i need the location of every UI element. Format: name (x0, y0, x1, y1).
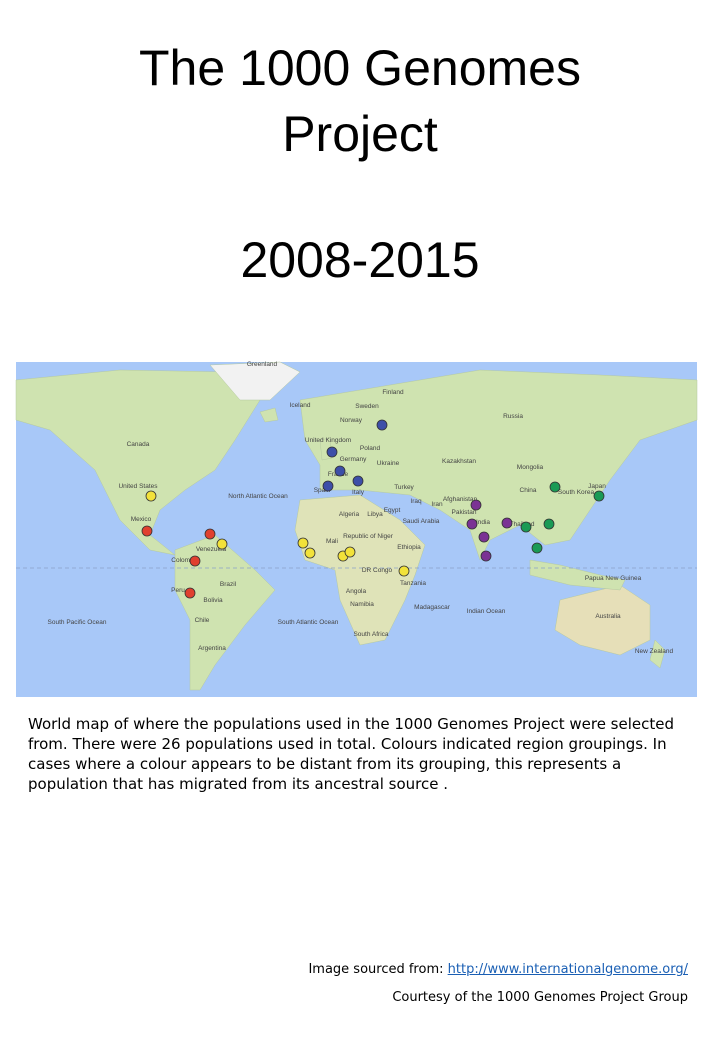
population-dot (478, 531, 490, 543)
population-dot (470, 499, 482, 511)
population-dot (334, 465, 346, 477)
population-dot (141, 525, 153, 537)
map-label: Egypt (384, 507, 401, 514)
map-label: New Zealand (635, 648, 674, 655)
map-label: Japan (588, 483, 606, 490)
map-label: DR Congo (362, 567, 393, 574)
map-label: Russia (503, 413, 523, 420)
title-line: The 1000 Genomes (139, 40, 581, 96)
map-label: North Atlantic Ocean (228, 493, 288, 500)
population-dot (549, 481, 561, 493)
map-label: South Korea (558, 489, 595, 496)
map-label: Madagascar (414, 604, 451, 611)
map-label: Greenland (247, 361, 278, 368)
map-label: Saudi Arabia (403, 518, 440, 525)
map-label: South Atlantic Ocean (278, 619, 339, 626)
population-dot (297, 537, 309, 549)
source-prefix: Image sourced from: (308, 962, 444, 977)
map-label: South Pacific Ocean (48, 619, 107, 626)
title-years: 2008-2015 (240, 232, 480, 288)
map-label: Italy (352, 489, 365, 496)
map-label: Afghanistan (443, 496, 478, 503)
map-label: Angola (346, 588, 367, 595)
population-dot (344, 546, 356, 558)
population-dot (531, 542, 543, 554)
population-dot (466, 518, 478, 530)
land (15, 361, 698, 691)
source-line: Image sourced from: http://www.internati… (308, 962, 688, 977)
map-label: United Kingdom (305, 437, 351, 444)
map-label: United States (118, 483, 158, 490)
map-label: Mongolia (517, 464, 544, 471)
population-dot (543, 518, 555, 530)
map-label: Indian Ocean (467, 608, 506, 615)
map-label: Ukraine (377, 460, 400, 467)
courtesy: Courtesy of the 1000 Genomes Project Gro… (392, 990, 688, 1005)
map-label: Venezuela (196, 546, 227, 553)
map-label: Germany (340, 456, 367, 463)
population-dot (204, 528, 216, 540)
map-label: Tanzania (400, 580, 426, 587)
map-label: Bolivia (203, 597, 223, 604)
map-label: Iceland (290, 402, 311, 409)
population-dot (376, 419, 388, 431)
map-label: Papua New Guinea (585, 575, 642, 582)
map-label: Iraq (410, 498, 422, 505)
population-dot (520, 521, 532, 533)
map-label: Turkey (394, 484, 414, 491)
map-label: China (520, 487, 537, 494)
map-label: Poland (360, 445, 381, 452)
source-link[interactable]: http://www.internationalgenome.org/ (447, 962, 688, 977)
population-dot (352, 475, 364, 487)
map-label: Norway (340, 417, 363, 424)
map-label: Kazakhstan (442, 458, 476, 465)
map-label: Libya (367, 511, 383, 518)
map-label: Iran (431, 501, 443, 508)
population-dot (398, 565, 410, 577)
caption: World map of where the populations used … (28, 715, 675, 793)
title-line: Project (282, 106, 438, 162)
population-dot (184, 587, 196, 599)
population-dot (501, 517, 513, 529)
population-dot (145, 490, 157, 502)
map-label: Ethiopia (397, 544, 421, 551)
map-label: Republic of Niger (343, 533, 394, 540)
map-label: Algeria (339, 511, 360, 518)
population-dot (189, 555, 201, 567)
population-dot (480, 550, 492, 562)
map-label: Peru (171, 587, 185, 594)
map-label: Canada (127, 441, 150, 448)
population-dot (322, 480, 334, 492)
map-label: Chile (195, 617, 210, 624)
map-label: Sweden (355, 403, 379, 410)
population-dot (326, 446, 338, 458)
map-label: Argentina (198, 645, 226, 652)
population-dot (216, 538, 228, 550)
map-label: Namibia (350, 601, 374, 608)
map-label: Pakistan (452, 509, 477, 516)
map-label: Mexico (131, 516, 152, 523)
population-dot (304, 547, 316, 559)
map-label: India (476, 519, 490, 526)
map-label: Spain (314, 487, 331, 494)
map-label: Colombia (171, 557, 199, 564)
map-label: Mali (326, 538, 338, 545)
map-label: Finland (382, 389, 404, 396)
map-label: Brazil (220, 581, 237, 588)
map-label: Australia (595, 613, 621, 620)
map-label: South Africa (353, 631, 388, 638)
population-dot (593, 490, 605, 502)
